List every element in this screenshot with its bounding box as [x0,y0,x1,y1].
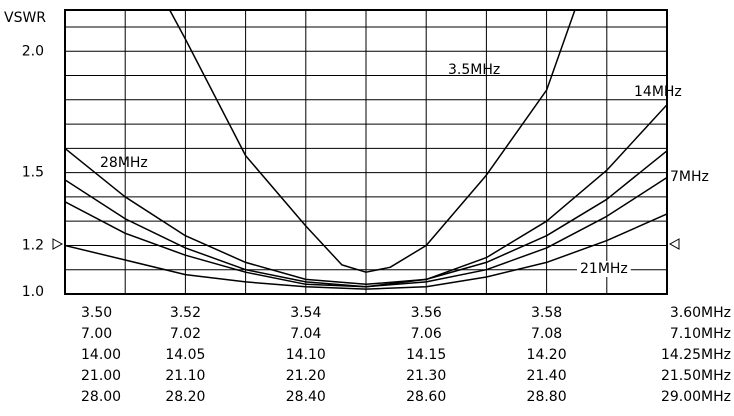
y-axis-label: VSWR [4,10,46,26]
x-tick-label: 7.04 [290,326,321,342]
x-tick-label: 7.00 [81,326,112,342]
y-tick-label: 1.0 [22,284,44,300]
x-tick-label: 28.80 [527,389,567,405]
x-tick-label: 21.30 [406,368,446,384]
x-tick-label: 3.52 [170,305,201,321]
y-tick-label: 2.0 [22,43,44,59]
x-tick-label: 21.20 [286,368,326,384]
curves [65,10,667,290]
x-tick-label: 7.08 [531,326,562,342]
x-tick-label: 14.15 [406,347,446,363]
x-tick-label: 28.20 [165,389,205,405]
x-tick-label: 14.05 [165,347,205,363]
x-tick-label: 3.58 [531,305,562,321]
grid [65,10,667,294]
x-tick-label: 14.20 [527,347,567,363]
series-label: 21MHz [580,261,628,277]
x-tick-label: 21.10 [165,368,205,384]
series-label: 3.5MHz [448,62,500,78]
x-tick-label: 3.54 [290,305,321,321]
x-tick-label: 14.10 [286,347,326,363]
labels: 1.0 1.2 1.5 2.0 3.50 3.52 3.54 3.56 3.58 3.60MHz 7… [22,43,731,405]
series-line [65,104,667,288]
x-tick-label: 28.00 [81,389,121,405]
series-label: 14MHz [634,84,682,100]
marker-right [668,238,680,250]
x-tick-label: 14.25MHz [661,347,731,363]
series-label: 28MHz [100,155,148,171]
marker-left [52,238,64,250]
x-tick-label: 7.10MHz [670,326,731,342]
x-tick-label: 14.00 [81,347,121,363]
x-tick-label: 29.00MHz [661,389,731,405]
x-tick-label: 21.00 [81,368,121,384]
series-label-bg [577,261,631,277]
series-line [65,213,667,290]
plot-frame [64,9,668,295]
x-tick-label: 7.06 [411,326,442,342]
x-tick-label: 3.56 [411,305,442,321]
y-tick-label: 1.2 [22,237,44,253]
series-line [65,147,667,286]
y-tick-label: 1.5 [22,165,44,181]
x-tick-label: 21.50MHz [661,368,731,384]
series-label: 7MHz [670,169,709,185]
x-tick-label: 3.60MHz [670,305,731,321]
x-tick-label: 7.02 [170,326,201,342]
x-tick-label: 3.50 [81,305,112,321]
x-tick-label: 28.60 [406,389,446,405]
series-line [169,10,576,273]
x-tick-label: 21.40 [527,368,567,384]
x-tick-label: 28.40 [286,389,326,405]
